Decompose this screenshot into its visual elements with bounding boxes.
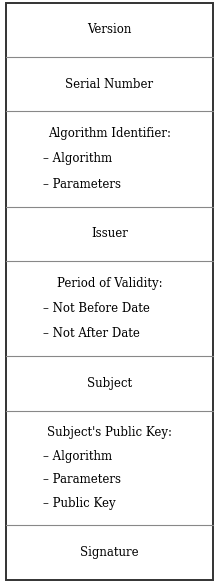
Text: Period of Validity:: Period of Validity:	[57, 277, 162, 290]
Text: Algorithm Identifier:: Algorithm Identifier:	[48, 127, 171, 140]
Text: Subject: Subject	[87, 377, 132, 390]
Text: – Not Before Date: – Not Before Date	[43, 302, 150, 315]
Text: – Not After Date: – Not After Date	[43, 327, 140, 340]
Text: Subject's Public Key:: Subject's Public Key:	[47, 425, 172, 439]
Text: – Parameters: – Parameters	[43, 178, 121, 190]
Text: – Public Key: – Public Key	[43, 497, 116, 510]
Text: – Algorithm: – Algorithm	[43, 152, 112, 165]
Text: – Parameters: – Parameters	[43, 473, 121, 487]
Text: – Algorithm: – Algorithm	[43, 449, 112, 463]
Text: Signature: Signature	[80, 546, 139, 559]
Text: Version: Version	[87, 23, 132, 36]
Text: Issuer: Issuer	[91, 228, 128, 240]
Text: Serial Number: Serial Number	[65, 77, 154, 91]
